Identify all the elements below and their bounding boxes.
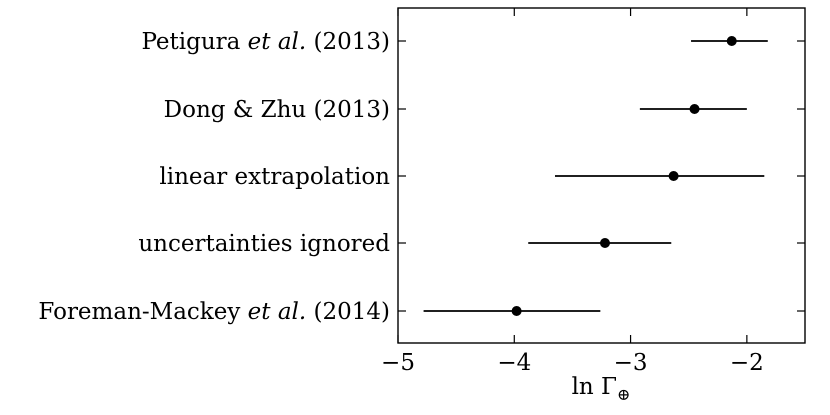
category-label-part: et al.: [248, 299, 307, 325]
category-label: uncertainties ignored: [138, 231, 390, 257]
category-label-part: Dong & Zhu (2013): [164, 97, 390, 123]
x-axis-label-base: ln Γ: [572, 374, 617, 400]
data-point: [668, 171, 679, 181]
category-label-part: uncertainties ignored: [138, 231, 390, 257]
category-label: linear extrapolation: [159, 164, 390, 190]
category-label: Foreman-Mackey et al. (2014): [38, 299, 390, 325]
category-label: Dong & Zhu (2013): [164, 97, 390, 123]
data-point: [511, 306, 522, 316]
category-label-part: (2013): [306, 29, 390, 55]
x-tick-label: −4: [497, 350, 531, 376]
x-axis-label: ln Γ⊕: [572, 374, 631, 404]
data-point: [689, 104, 700, 114]
category-label-part: Petigura: [141, 29, 247, 55]
category-label-part: linear extrapolation: [159, 164, 390, 190]
x-axis-label-subscript: ⊕: [617, 385, 630, 404]
x-tick-label: −5: [381, 350, 415, 376]
data-point: [599, 238, 610, 248]
category-label: Petigura et al. (2013): [141, 29, 390, 55]
data-point: [726, 36, 737, 46]
x-tick-label: −2: [730, 350, 764, 376]
category-label-part: et al.: [248, 29, 307, 55]
category-label-part: (2014): [306, 299, 390, 325]
x-tick-label: −3: [614, 350, 648, 376]
category-label-part: Foreman-Mackey: [38, 299, 247, 325]
